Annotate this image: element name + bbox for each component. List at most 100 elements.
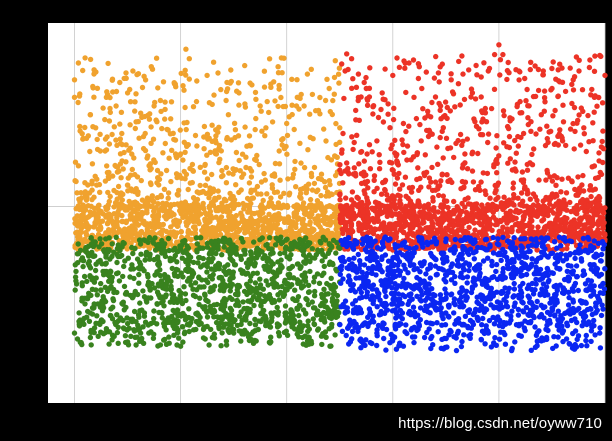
data-point bbox=[174, 218, 181, 224]
data-point bbox=[339, 147, 345, 153]
data-point bbox=[385, 101, 391, 107]
data-point bbox=[313, 252, 319, 258]
data-point bbox=[261, 307, 267, 314]
data-point bbox=[372, 226, 378, 232]
data-point bbox=[134, 174, 141, 180]
data-point bbox=[269, 223, 275, 230]
data-point bbox=[529, 224, 535, 230]
data-point bbox=[323, 138, 329, 144]
data-point bbox=[204, 244, 211, 250]
data-point bbox=[400, 229, 407, 236]
data-point bbox=[170, 256, 177, 262]
data-point bbox=[115, 270, 121, 276]
data-point bbox=[202, 161, 208, 168]
data-point bbox=[213, 151, 220, 157]
data-point bbox=[149, 203, 155, 209]
data-point bbox=[192, 198, 198, 204]
data-point bbox=[473, 62, 479, 69]
data-point bbox=[124, 339, 131, 345]
data-point bbox=[253, 115, 259, 122]
data-point bbox=[226, 214, 232, 221]
data-point bbox=[485, 68, 491, 74]
data-point bbox=[210, 188, 217, 195]
data-point bbox=[356, 117, 362, 124]
data-point bbox=[132, 125, 138, 132]
data-point bbox=[200, 228, 207, 234]
data-point bbox=[242, 104, 249, 110]
data-point bbox=[190, 286, 196, 292]
data-point bbox=[566, 233, 573, 240]
data-point bbox=[480, 170, 486, 176]
data-point bbox=[155, 254, 161, 260]
data-point bbox=[333, 221, 340, 227]
data-point bbox=[291, 214, 297, 220]
data-point bbox=[581, 125, 587, 131]
data-point bbox=[262, 313, 268, 319]
data-point bbox=[283, 328, 289, 334]
data-point bbox=[504, 311, 510, 317]
data-point bbox=[136, 314, 142, 320]
data-point bbox=[542, 99, 548, 105]
data-point bbox=[186, 266, 193, 273]
data-point bbox=[396, 64, 403, 71]
data-point bbox=[194, 249, 200, 255]
data-point bbox=[437, 103, 444, 109]
data-point bbox=[143, 297, 149, 303]
data-point bbox=[464, 280, 470, 286]
data-point bbox=[220, 324, 226, 330]
data-point bbox=[239, 213, 245, 219]
data-point bbox=[469, 149, 476, 155]
data-point bbox=[95, 259, 101, 265]
data-point bbox=[258, 108, 264, 114]
data-point bbox=[556, 131, 562, 137]
data-point bbox=[120, 232, 126, 239]
data-point bbox=[339, 226, 345, 233]
data-point bbox=[295, 261, 301, 267]
data-point bbox=[269, 185, 276, 191]
data-point bbox=[171, 299, 177, 305]
data-point bbox=[142, 238, 149, 244]
data-point bbox=[171, 270, 178, 277]
data-point bbox=[328, 203, 334, 210]
data-point bbox=[204, 224, 210, 230]
data-point bbox=[307, 221, 313, 227]
data-point bbox=[132, 208, 138, 215]
data-point bbox=[435, 209, 441, 215]
data-point bbox=[138, 177, 144, 184]
data-point bbox=[472, 227, 478, 233]
data-point bbox=[404, 143, 411, 149]
data-point bbox=[348, 56, 355, 62]
data-point bbox=[440, 125, 446, 131]
data-point bbox=[129, 295, 136, 301]
data-point bbox=[201, 146, 207, 152]
data-point bbox=[87, 265, 94, 271]
data-point bbox=[504, 76, 510, 83]
data-point bbox=[115, 252, 121, 259]
data-point bbox=[88, 292, 94, 299]
data-point bbox=[336, 80, 342, 86]
data-point bbox=[491, 202, 497, 209]
data-point bbox=[94, 292, 101, 298]
data-point bbox=[146, 222, 152, 228]
data-point bbox=[337, 197, 343, 203]
data-point bbox=[507, 156, 513, 162]
data-point bbox=[151, 157, 157, 163]
data-point bbox=[87, 334, 94, 341]
data-point bbox=[360, 209, 366, 215]
data-point bbox=[307, 214, 313, 220]
data-point bbox=[128, 200, 134, 206]
data-point bbox=[439, 172, 445, 178]
data-point bbox=[342, 68, 348, 74]
data-point bbox=[95, 203, 102, 209]
data-point bbox=[88, 235, 94, 241]
data-point bbox=[243, 330, 250, 336]
data-point bbox=[286, 192, 292, 198]
data-point bbox=[485, 255, 491, 261]
data-point bbox=[427, 129, 433, 135]
data-point bbox=[583, 148, 589, 155]
data-point bbox=[218, 203, 225, 210]
data-point bbox=[211, 314, 217, 320]
data-point bbox=[303, 190, 309, 196]
data-point bbox=[459, 178, 466, 185]
data-point bbox=[321, 286, 327, 292]
